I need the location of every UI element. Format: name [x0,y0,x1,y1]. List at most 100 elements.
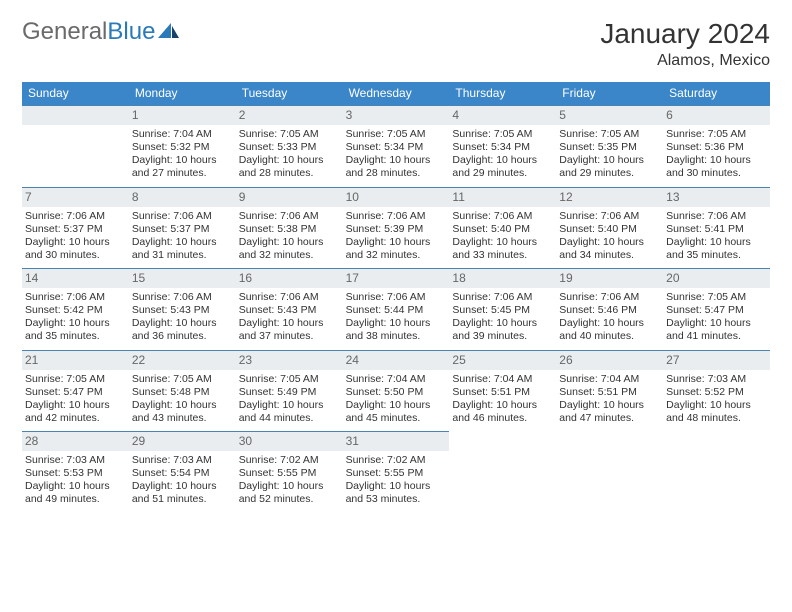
day-info: Sunrise: 7:04 AMSunset: 5:50 PMDaylight:… [346,373,447,426]
calendar-cell: 12Sunrise: 7:06 AMSunset: 5:40 PMDayligh… [556,187,663,269]
weekday-header: Monday [129,82,236,105]
day-number: 19 [556,269,663,288]
day-info: Sunrise: 7:03 AMSunset: 5:53 PMDaylight:… [25,454,126,507]
sunrise-line: Sunrise: 7:04 AM [132,128,233,141]
sunset-line: Sunset: 5:42 PM [25,304,126,317]
sunset-line: Sunset: 5:52 PM [666,386,767,399]
sunset-line: Sunset: 5:39 PM [346,223,447,236]
sunrise-line: Sunrise: 7:03 AM [666,373,767,386]
day-info: Sunrise: 7:06 AMSunset: 5:37 PMDaylight:… [25,210,126,263]
sunset-line: Sunset: 5:32 PM [132,141,233,154]
daylight-line: Daylight: 10 hours and 42 minutes. [25,399,126,425]
sunrise-line: Sunrise: 7:03 AM [25,454,126,467]
sunrise-line: Sunrise: 7:05 AM [239,128,340,141]
day-number: 28 [22,432,129,451]
day-number: 9 [236,188,343,207]
day-number: 18 [449,269,556,288]
day-info: Sunrise: 7:04 AMSunset: 5:32 PMDaylight:… [132,128,233,181]
day-number: 5 [556,106,663,125]
sunrise-line: Sunrise: 7:04 AM [346,373,447,386]
day-number: 23 [236,351,343,370]
sunrise-line: Sunrise: 7:06 AM [132,291,233,304]
sunset-line: Sunset: 5:35 PM [559,141,660,154]
day-number: 21 [22,351,129,370]
calendar-cell: 8Sunrise: 7:06 AMSunset: 5:37 PMDaylight… [129,187,236,269]
sunset-line: Sunset: 5:37 PM [132,223,233,236]
day-number: 13 [663,188,770,207]
brand-part2: Blue [107,18,155,46]
day-info: Sunrise: 7:06 AMSunset: 5:44 PMDaylight:… [346,291,447,344]
sunset-line: Sunset: 5:47 PM [25,386,126,399]
daylight-line: Daylight: 10 hours and 35 minutes. [25,317,126,343]
day-info: Sunrise: 7:06 AMSunset: 5:43 PMDaylight:… [132,291,233,344]
month-title: January 2024 [600,18,770,50]
day-number [22,106,129,125]
daylight-line: Daylight: 10 hours and 41 minutes. [666,317,767,343]
day-number: 14 [22,269,129,288]
day-number: 11 [449,188,556,207]
day-number: 22 [129,351,236,370]
day-number: 26 [556,351,663,370]
sunset-line: Sunset: 5:55 PM [239,467,340,480]
calendar-cell: 19 Sunrise: 7:06 AMSunset: 5:46 PMDayligh… [556,268,663,350]
calendar-cell: 17Sunrise: 7:06 AMSunset: 5:44 PMDayligh… [343,268,450,350]
daylight-line: Daylight: 10 hours and 45 minutes. [346,399,447,425]
sunrise-line: Sunrise: 7:06 AM [239,291,340,304]
sunrise-line: Sunrise: 7:06 AM [239,210,340,223]
brand-part1: General [22,18,107,46]
day-number: 31 [343,432,450,451]
sunrise-line: Sunrise: 7:06 AM [452,291,553,304]
calendar-cell: 27 Sunrise: 7:03 AMSunset: 5:52 PMDayligh… [663,350,770,432]
sunset-line: Sunset: 5:37 PM [25,223,126,236]
daylight-line: Daylight: 10 hours and 32 minutes. [346,236,447,262]
day-number: 30 [236,432,343,451]
day-info: Sunrise: 7:06 AMSunset: 5:40 PMDaylight:… [452,210,553,263]
calendar-cell: 28 Sunrise: 7:03 AMSunset: 5:53 PMDayligh… [22,431,129,513]
daylight-line: Daylight: 10 hours and 33 minutes. [452,236,553,262]
sunrise-line: Sunrise: 7:04 AM [452,373,553,386]
daylight-line: Daylight: 10 hours and 36 minutes. [132,317,233,343]
sunset-line: Sunset: 5:34 PM [346,141,447,154]
day-info: Sunrise: 7:05 AMSunset: 5:47 PMDaylight:… [666,291,767,344]
day-number: 29 [129,432,236,451]
calendar-cell: 24Sunrise: 7:04 AMSunset: 5:50 PMDayligh… [343,350,450,432]
sunset-line: Sunset: 5:36 PM [666,141,767,154]
calendar-cell: 25Sunrise: 7:04 AMSunset: 5:51 PMDayligh… [449,350,556,432]
day-info: Sunrise: 7:06 AMSunset: 5:37 PMDaylight:… [132,210,233,263]
sunrise-line: Sunrise: 7:06 AM [452,210,553,223]
day-info: Sunrise: 7:06 AMSunset: 5:46 PMDaylight:… [559,291,660,344]
calendar-cell: 15 Sunrise: 7:06 AMSunset: 5:43 PMDayligh… [129,268,236,350]
day-number: 15 [129,269,236,288]
weekday-header: Tuesday [236,82,343,105]
weekday-header: Friday [556,82,663,105]
sunset-line: Sunset: 5:43 PM [239,304,340,317]
sunrise-line: Sunrise: 7:06 AM [666,210,767,223]
day-info: Sunrise: 7:06 AMSunset: 5:38 PMDaylight:… [239,210,340,263]
sunset-line: Sunset: 5:55 PM [346,467,447,480]
day-info: Sunrise: 7:06 AMSunset: 5:43 PMDaylight:… [239,291,340,344]
calendar-cell: 1Sunrise: 7:04 AMSunset: 5:32 PMDaylight… [129,105,236,187]
day-number: 4 [449,106,556,125]
daylight-line: Daylight: 10 hours and 32 minutes. [239,236,340,262]
day-info: Sunrise: 7:06 AMSunset: 5:45 PMDaylight:… [452,291,553,344]
daylight-line: Daylight: 10 hours and 35 minutes. [666,236,767,262]
calendar-cell: 16Sunrise: 7:06 AMSunset: 5:43 PMDayligh… [236,268,343,350]
sunrise-line: Sunrise: 7:05 AM [346,128,447,141]
sunset-line: Sunset: 5:48 PM [132,386,233,399]
sunrise-line: Sunrise: 7:05 AM [559,128,660,141]
day-info: Sunrise: 7:05 AMSunset: 5:34 PMDaylight:… [346,128,447,181]
day-info: Sunrise: 7:05 AMSunset: 5:33 PMDaylight:… [239,128,340,181]
day-number: 27 [663,351,770,370]
sunset-line: Sunset: 5:53 PM [25,467,126,480]
calendar-cell: 23Sunrise: 7:05 AMSunset: 5:49 PMDayligh… [236,350,343,432]
day-number: 3 [343,106,450,125]
title-block: January 2024 Alamos, Mexico [600,18,770,70]
day-info: Sunrise: 7:06 AMSunset: 5:39 PMDaylight:… [346,210,447,263]
calendar-cell: 4Sunrise: 7:05 AMSunset: 5:34 PMDaylight… [449,105,556,187]
daylight-line: Daylight: 10 hours and 30 minutes. [666,154,767,180]
day-info: Sunrise: 7:03 AMSunset: 5:52 PMDaylight:… [666,373,767,426]
sunrise-line: Sunrise: 7:05 AM [452,128,553,141]
weekday-header: Wednesday [343,82,450,105]
sunrise-line: Sunrise: 7:05 AM [239,373,340,386]
sunset-line: Sunset: 5:47 PM [666,304,767,317]
